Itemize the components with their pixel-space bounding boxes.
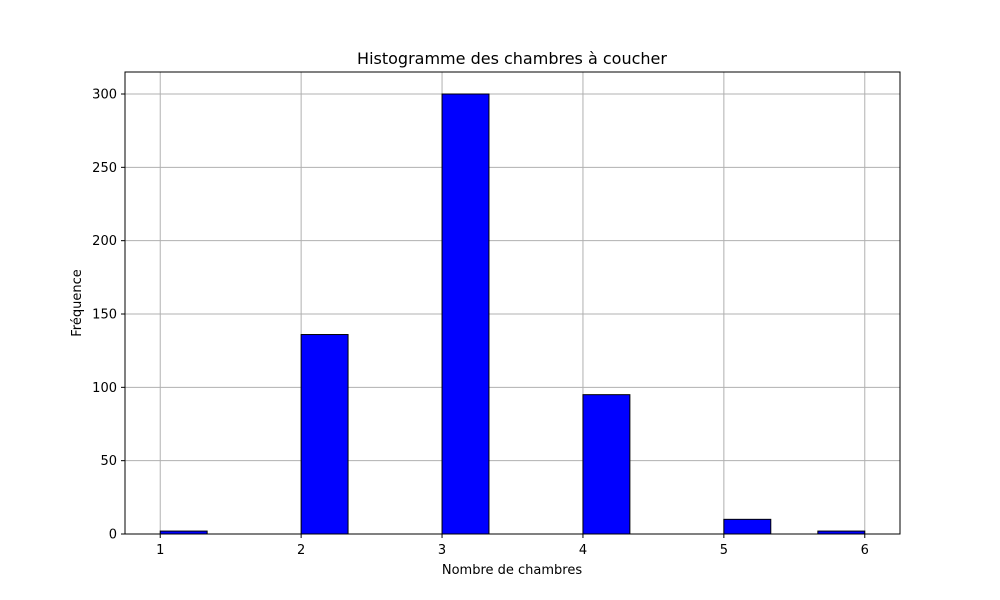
- x-tick-label: 1: [156, 543, 164, 558]
- y-tick-label: 0: [109, 528, 117, 543]
- x-tick-label: 5: [720, 543, 728, 558]
- y-tick-label: 50: [100, 454, 117, 469]
- x-tick-label: 2: [297, 543, 305, 558]
- y-tick-label: 300: [92, 88, 117, 103]
- y-axis-label: Fréquence: [70, 269, 85, 336]
- chart-title: Histogramme des chambres à coucher: [357, 49, 667, 68]
- x-tick-label: 3: [438, 543, 446, 558]
- y-tick-label: 150: [92, 308, 117, 323]
- histogram-bar: [441, 93, 490, 535]
- histogram-bar: [723, 518, 772, 535]
- x-axis-ticks: 1 2 3 4 5 6: [156, 534, 869, 558]
- histogram-bar: [582, 394, 631, 535]
- y-tick-label: 250: [92, 161, 117, 176]
- grid: [125, 72, 900, 535]
- y-tick-label: 100: [92, 381, 117, 396]
- histogram-bar: [300, 334, 349, 535]
- x-tick-label: 4: [579, 543, 587, 558]
- x-tick-label: 6: [861, 543, 869, 558]
- plot-frame: [124, 71, 901, 535]
- x-axis-label: Nombre de chambres: [442, 563, 582, 578]
- y-axis-ticks: 0 50 100 150 200 250 300: [92, 88, 125, 543]
- bars: [159, 93, 866, 535]
- y-tick-label: 200: [92, 234, 117, 249]
